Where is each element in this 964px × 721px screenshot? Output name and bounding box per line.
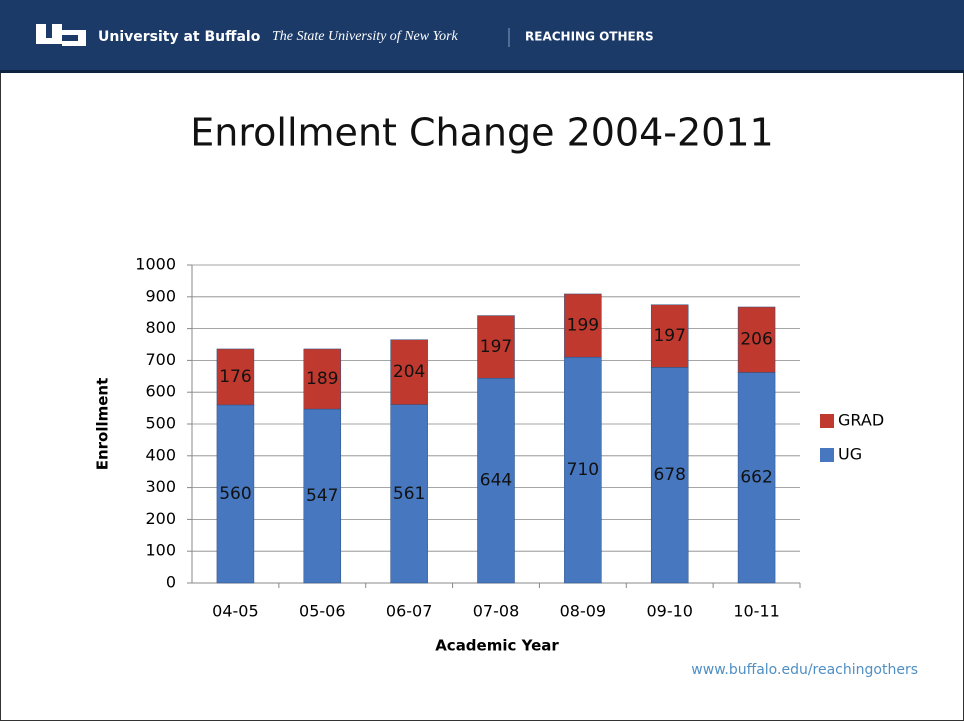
y-tick-label: 700 (145, 350, 176, 369)
x-tick-label: 05-06 (299, 602, 346, 621)
data-label: 197 (653, 326, 685, 346)
header-university: University at Buffalo (98, 29, 261, 45)
bar-segment (477, 377, 515, 584)
bar-segment (303, 348, 342, 410)
y-tick-label: 900 (145, 286, 176, 305)
bar-segment (564, 356, 602, 584)
data-label: 189 (306, 369, 338, 389)
legend-swatch (820, 414, 834, 428)
data-label: 197 (480, 337, 512, 357)
y-tick-label: 500 (145, 414, 176, 433)
data-label: 561 (393, 484, 425, 504)
legend-label: UG (838, 445, 862, 464)
x-tick-label: 10-11 (733, 602, 780, 621)
y-axis-label: Enrollment (94, 378, 112, 471)
x-tick-label: 07-08 (473, 602, 520, 621)
y-tick-label: 400 (145, 445, 176, 464)
data-label: 560 (219, 484, 251, 504)
bar-segment (303, 408, 342, 584)
y-tick-label: 200 (145, 509, 176, 528)
data-label: 678 (653, 465, 685, 485)
footer-url: www.buffalo.edu/reachingothers (691, 662, 918, 678)
data-label: 206 (740, 330, 772, 350)
y-tick-label: 300 (145, 477, 176, 496)
bar-segment (737, 372, 776, 584)
data-label: 710 (567, 460, 599, 480)
bar-segment (650, 304, 689, 368)
header-rule (0, 70, 964, 73)
bar-segment (390, 339, 428, 405)
ub-logo (36, 24, 86, 46)
x-tick-label: 09-10 (646, 602, 693, 621)
bar-segment (477, 315, 515, 379)
y-tick-label: 1000 (135, 255, 176, 274)
y-tick-label: 800 (145, 318, 176, 337)
y-tick-label: 600 (145, 382, 176, 401)
data-label: 204 (393, 362, 425, 382)
header-tagline: REACHING OTHERS (525, 30, 654, 44)
x-tick-label: 04-05 (212, 602, 259, 621)
x-tick-label: 06-07 (386, 602, 433, 621)
x-tick-label: 08-09 (560, 602, 607, 621)
bar-segment (390, 404, 428, 584)
data-label: 662 (740, 468, 772, 488)
data-label: 547 (306, 486, 338, 506)
data-label: 199 (567, 316, 599, 336)
bar-segment (216, 404, 255, 584)
legend-swatch (820, 448, 834, 462)
y-tick-label: 0 (166, 573, 176, 592)
legend-label: GRAD (838, 411, 884, 430)
bar-segment (737, 306, 776, 373)
header-bar (0, 0, 964, 70)
bar-segment (216, 348, 255, 406)
chart-title: Enrollment Change 2004-2011 (190, 111, 773, 155)
x-axis-label: Academic Year (435, 637, 559, 655)
data-label: 644 (480, 471, 512, 491)
y-tick-label: 100 (145, 541, 176, 560)
data-label: 176 (219, 367, 251, 387)
header-system: The State University of New York (272, 29, 459, 44)
bar-segment (564, 293, 602, 358)
